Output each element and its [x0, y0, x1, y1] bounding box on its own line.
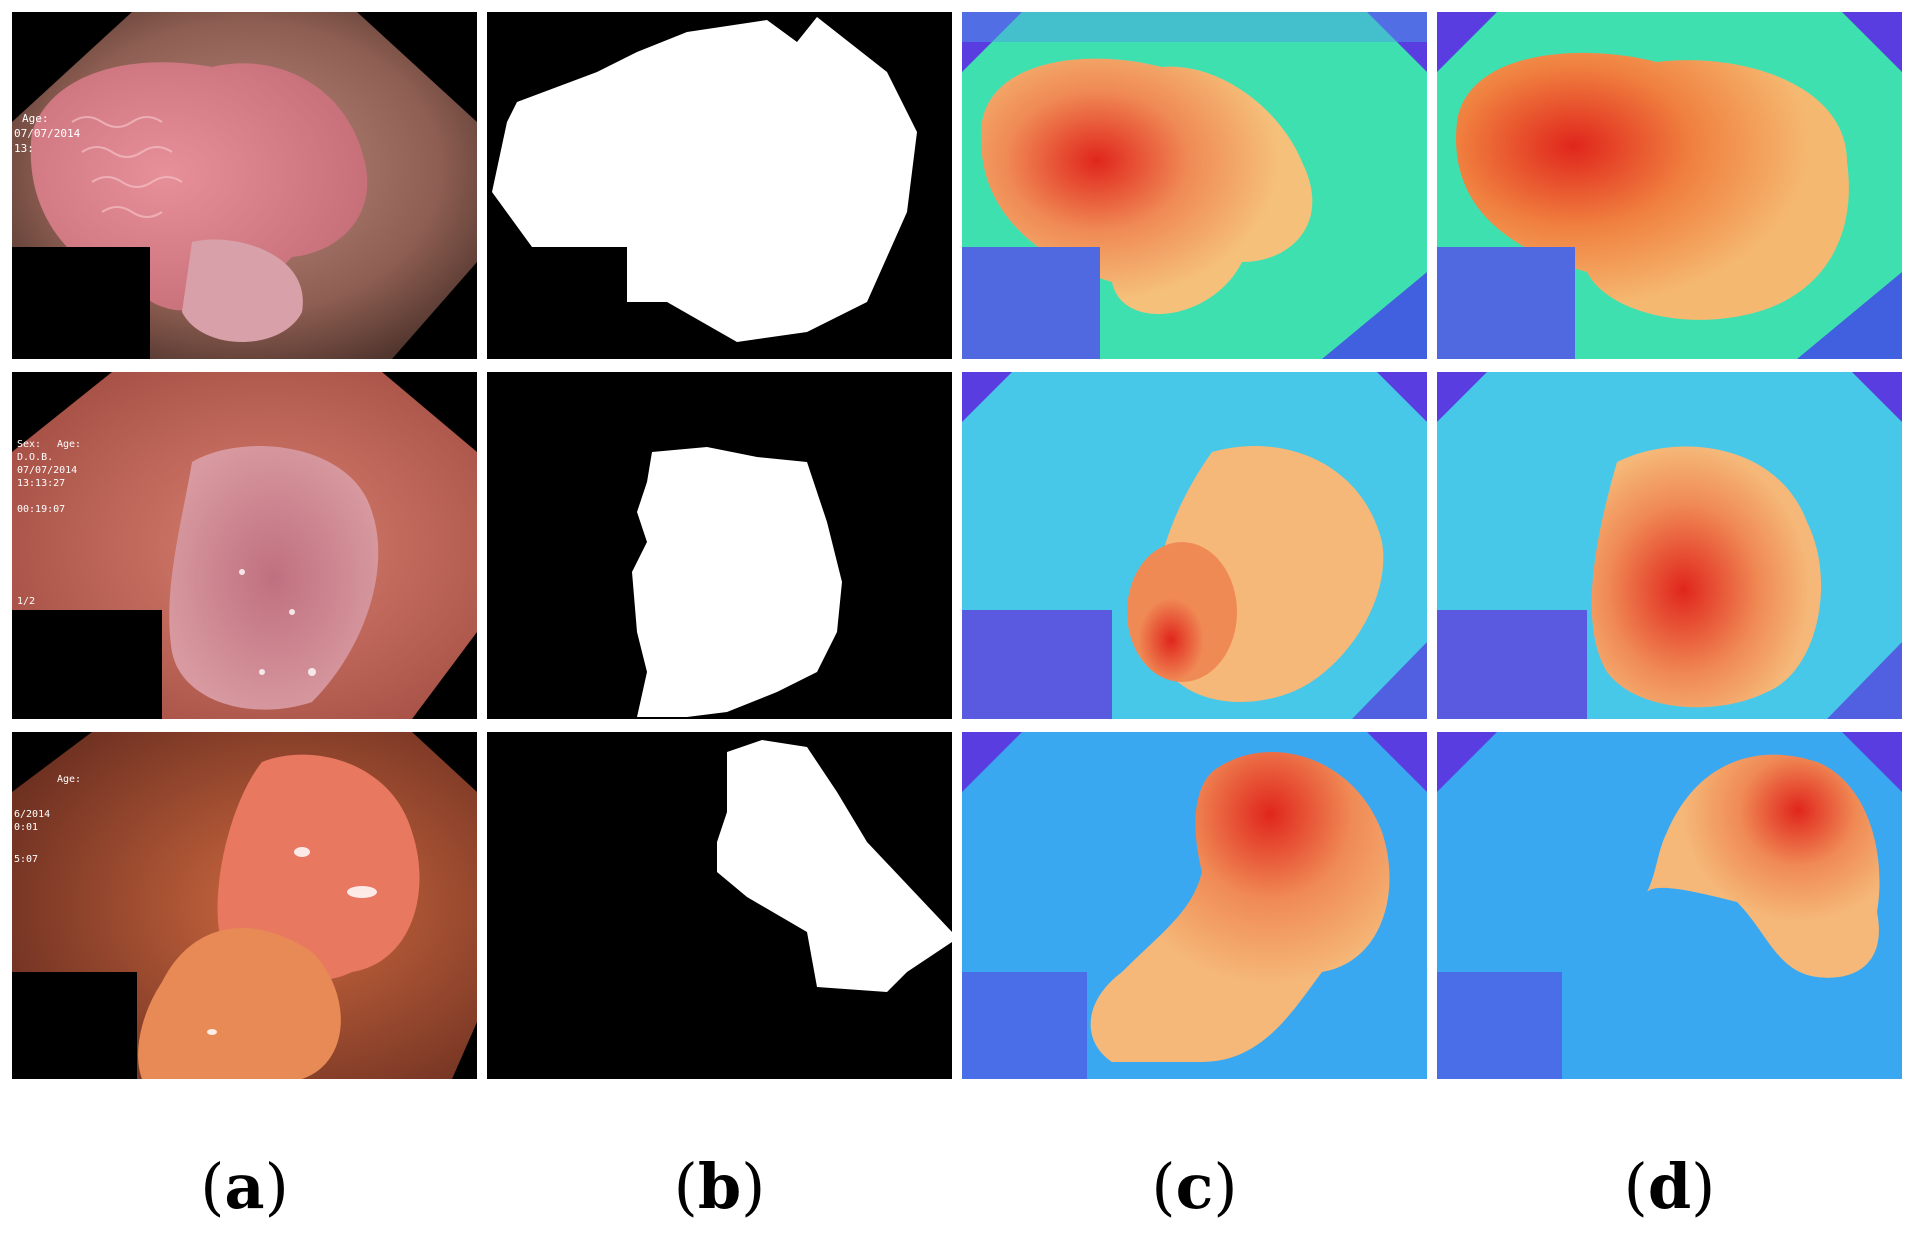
- overlay-text: 00:19:07: [17, 504, 65, 515]
- overlay-text: 1/2: [17, 596, 35, 607]
- overlay-text: Sex:: [17, 439, 41, 450]
- caption-b: (b): [673, 1150, 766, 1223]
- overlay-text: 13:: [14, 142, 34, 155]
- caption-d: (d): [1623, 1150, 1716, 1223]
- mask-image-row3: [487, 732, 952, 1079]
- overlay-text: 5:07: [14, 854, 38, 865]
- heatmap-d-row2: [1437, 372, 1902, 719]
- overlay-text: Age:: [22, 112, 49, 125]
- mask-image-row2: [487, 372, 952, 719]
- overlay-text: Age:: [57, 774, 81, 785]
- overlay-text: D.O.B.: [17, 452, 53, 463]
- overlay-text: 07/07/2014: [17, 465, 77, 476]
- endoscopy-image-row3: Age: 6/2014 0:01 5:07: [12, 732, 477, 1079]
- heatmap-c-row2: [962, 372, 1427, 719]
- endoscopy-image-row1: Age: 07/07/2014 13:: [12, 12, 477, 359]
- overlay-text: 07/07/2014: [14, 127, 81, 140]
- overlay-text: 0:01: [14, 822, 38, 833]
- caption-c: (c): [1151, 1150, 1238, 1223]
- overlay-text: Age:: [57, 439, 81, 450]
- mask-image-row1: [487, 12, 952, 359]
- caption-a: (a): [200, 1150, 289, 1223]
- endoscopy-image-row2: Sex: Age: D.O.B. 07/07/2014 13:13:27 00:…: [12, 372, 477, 719]
- overlay-text: 13:13:27: [17, 478, 65, 489]
- overlay-text: 6/2014: [14, 809, 50, 820]
- heatmap-c-row1: [962, 12, 1427, 359]
- heatmap-d-row3: [1437, 732, 1902, 1079]
- heatmap-d-row1: [1437, 12, 1902, 359]
- heatmap-c-row3: [962, 732, 1427, 1079]
